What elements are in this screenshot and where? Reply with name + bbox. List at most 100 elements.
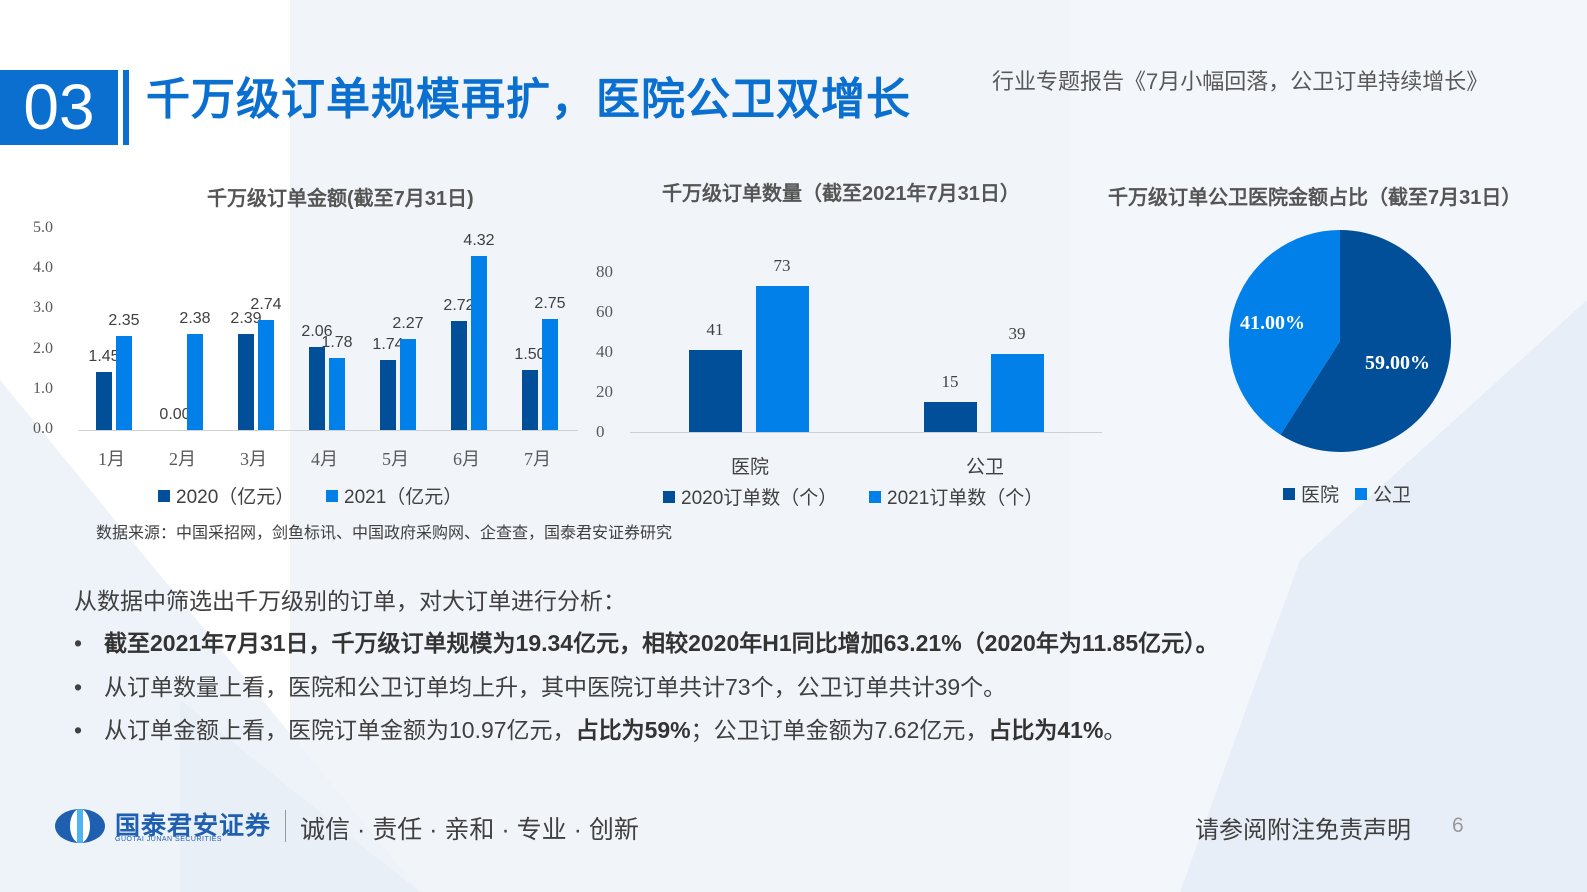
bullet-3-hospital-share: 占比为59% <box>575 717 691 743</box>
legend-label: 2020（亿元） <box>176 487 295 508</box>
legend-item: 2020订单数（个） <box>663 483 837 510</box>
bar[interactable] <box>756 286 809 432</box>
data-label: 2.35 <box>108 311 140 329</box>
y-tick-label: 40 <box>596 342 613 361</box>
x-tick-label: 3月 <box>240 449 267 469</box>
pie-label-hospital: 59.00% <box>1365 352 1430 374</box>
bar[interactable] <box>991 354 1044 432</box>
x-tick-label: 公卫 <box>965 457 1004 478</box>
legend-swatch <box>663 490 675 503</box>
chart3-title: 千万级订单公卫医院金额占比（截至7月31日） <box>1108 187 1522 209</box>
bar[interactable] <box>116 335 132 430</box>
legend-swatch <box>1283 487 1295 500</box>
company-logo-en: GUOTAI JUNAN SECURITIES <box>115 836 223 843</box>
data-label: 4.32 <box>463 232 495 250</box>
bar[interactable] <box>258 319 274 430</box>
bullet-3-part3: ；公卫订单金额为7.62亿元， <box>690 717 989 743</box>
y-tick-label: 5.0 <box>33 219 53 236</box>
legend-swatch <box>326 489 338 502</box>
data-label: 0.00 <box>159 406 191 423</box>
data-label: 1.78 <box>321 334 353 352</box>
bullet-3-part5: 。 <box>1103 717 1127 743</box>
bullet-2-text: 从订单数量上看，医院和公卫订单均上升，其中医院订单共计73个，公卫订单共计39个… <box>104 674 1007 700</box>
page-title: 千万级订单规模再扩，医院公卫双增长 <box>146 75 911 124</box>
y-tick-label: 3.0 <box>33 299 53 317</box>
pie-slice-公卫[interactable] <box>1229 229 1340 435</box>
legend-item: 公卫 <box>1355 480 1411 507</box>
bar[interactable] <box>689 350 742 432</box>
chart2-title: 千万级订单数量（截至2021年7月31日） <box>662 183 1020 205</box>
company-logo-cn: 国泰君安证券 <box>115 812 272 840</box>
x-axis-line <box>78 430 578 431</box>
data-source: 数据来源：中国采招网，剑鱼标讯、中国政府采购网、企查查，国泰君安证券研究 <box>96 525 673 542</box>
data-label: 2.39 <box>230 309 262 327</box>
data-label: 2.72 <box>443 296 475 314</box>
pie-slice-医院[interactable] <box>1280 230 1452 452</box>
data-label: 1.45 <box>88 347 120 365</box>
section-number: 03 <box>0 70 118 145</box>
x-tick-label: 1月 <box>98 449 125 469</box>
company-logo-icon <box>54 808 106 844</box>
bar[interactable] <box>238 333 254 430</box>
bar[interactable] <box>924 402 977 432</box>
footer-slogan: 诚信 · 责任 · 亲和 · 专业 · 创新 <box>300 816 639 844</box>
bar[interactable] <box>522 369 538 430</box>
legend-label: 2021（亿元） <box>344 487 463 508</box>
bullet-3-part1: 从订单金额上看，医院订单金额为10.97亿元， <box>104 717 576 743</box>
data-label: 1.50 <box>514 345 546 363</box>
y-tick-label: 2.0 <box>33 339 53 357</box>
legend-label: 医院 <box>1301 485 1340 506</box>
pie-label-public-health: 41.00% <box>1240 312 1305 334</box>
bar[interactable] <box>380 360 396 430</box>
bar[interactable] <box>329 358 345 430</box>
y-tick-label: 0.0 <box>33 420 53 437</box>
x-tick-label: 6月 <box>453 449 480 469</box>
y-tick-label: 0 <box>596 422 605 441</box>
data-label: 41 <box>706 320 724 339</box>
data-label: 2.27 <box>392 314 424 332</box>
legend-label: 2020订单数（个） <box>681 488 838 509</box>
x-tick-label: 医院 <box>730 457 769 478</box>
report-title: 行业专题报告《7月小幅回落，公卫订单持续增长》 <box>992 69 1489 94</box>
bar[interactable] <box>400 338 416 430</box>
data-label: 2.38 <box>179 310 211 328</box>
data-label: 2.74 <box>250 295 282 313</box>
bar[interactable] <box>542 319 558 430</box>
x-tick-label: 4月 <box>311 449 338 469</box>
y-tick-label: 4.0 <box>33 259 53 277</box>
legend-item: 2021（亿元） <box>326 482 462 509</box>
data-label: 2.75 <box>534 295 566 313</box>
legend-swatch <box>1355 487 1367 500</box>
bullet-dot: • <box>74 630 83 656</box>
bullet-dot: • <box>74 674 83 700</box>
bar[interactable] <box>96 371 112 430</box>
bullet-dot: • <box>74 717 83 743</box>
legend-label: 公卫 <box>1373 485 1412 506</box>
data-label: 1.74 <box>372 336 404 354</box>
x-tick-label: 5月 <box>382 449 409 469</box>
chart1-title: 千万级订单金额(截至7月31日) <box>207 188 474 210</box>
disclaimer-link[interactable]: 请参阅附注免责声明 <box>1195 817 1411 844</box>
bar[interactable] <box>187 334 203 430</box>
data-label: 73 <box>773 256 791 275</box>
legend-item: 医院 <box>1283 480 1339 507</box>
y-tick-label: 60 <box>596 302 613 321</box>
bar[interactable] <box>309 347 325 430</box>
data-label: 39 <box>1008 324 1026 343</box>
y-tick-label: 80 <box>596 262 613 281</box>
bullet-3-public-health-share: 占比为41% <box>988 717 1104 743</box>
x-axis-line <box>630 432 1102 433</box>
legend-label: 2021订单数（个） <box>887 488 1044 509</box>
bar[interactable] <box>451 320 467 430</box>
y-tick-label: 1.0 <box>33 379 53 397</box>
legend-item: 2021订单数（个） <box>869 483 1043 510</box>
x-tick-label: 7月 <box>524 449 551 469</box>
section-divider <box>123 70 129 145</box>
analysis-bullet-1: • 截至2021年7月31日，千万级订单规模为19.34亿元，相较2020年H1同… <box>74 624 1219 658</box>
x-tick-label: 2月 <box>169 449 196 469</box>
page-number: 6 <box>1452 814 1464 837</box>
legend-swatch <box>158 489 170 502</box>
bar[interactable] <box>471 256 487 430</box>
legend-swatch <box>869 490 881 503</box>
